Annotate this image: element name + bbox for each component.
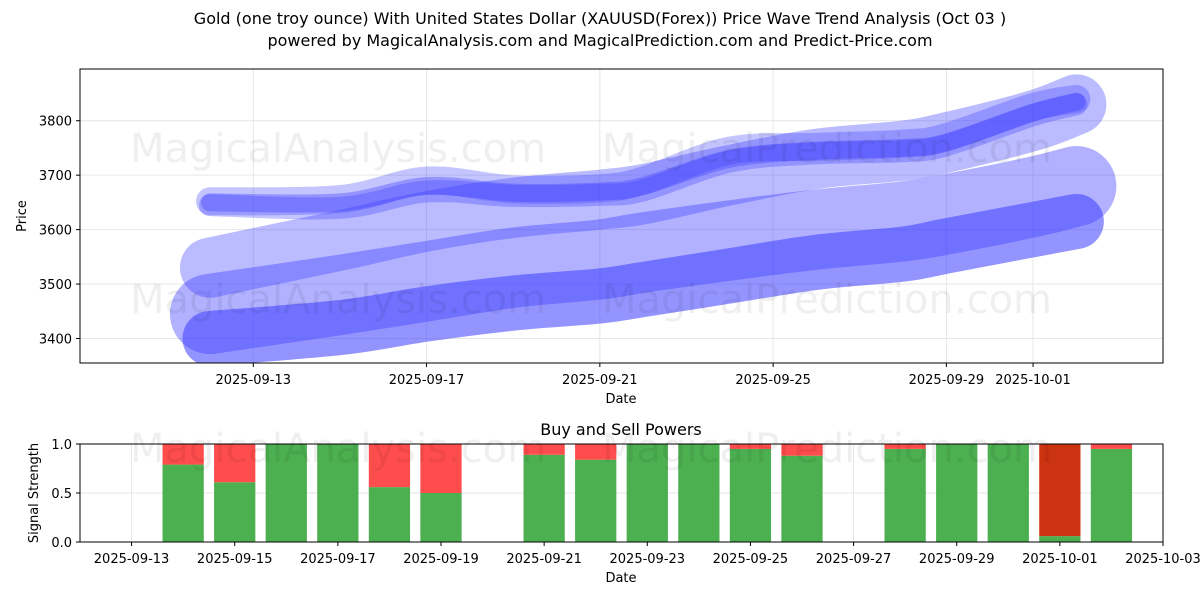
price-xtick-label: 2025-09-17: [389, 373, 465, 388]
sell-bar: [729, 444, 772, 449]
buy-bar: [781, 455, 823, 542]
wave-upper-wave-2: [195, 84, 1091, 216]
buy-bar: [626, 444, 668, 542]
sell-bar: [368, 444, 411, 488]
sell-bar: [1039, 444, 1081, 537]
sell-bar: [781, 444, 823, 456]
buy-sell-title: Buy and Sell Powers: [540, 420, 702, 439]
watermark-right-bottom: MagicalPrediction.com: [602, 426, 1052, 472]
signal-xtick-label: 2025-09-21: [506, 552, 582, 567]
buy-bar: [523, 454, 565, 542]
watermark-left-top: MagicalAnalysis.com: [130, 126, 546, 172]
wave-upper-wave-3: [198, 93, 1088, 220]
buy-bar: [936, 444, 978, 542]
signal-xtick-label: 2025-10-01: [1022, 552, 1098, 567]
signal-xtick-label: 2025-09-15: [197, 552, 273, 567]
signal-xtick-label: 2025-09-29: [919, 552, 995, 567]
buy-bar: [678, 444, 720, 542]
watermark-left-mid: MagicalAnalysis.com: [130, 277, 546, 323]
price-axis-ticks: 3400 3500 3600 3700 3800 2025-09-13 2025-09-17…: [39, 115, 1071, 388]
signal-ytick-label: 0.5: [51, 487, 72, 502]
price-ytick-label: 3800: [39, 115, 72, 130]
signal-xtick-label: 2025-09-13: [94, 552, 170, 567]
wave-lower-wave-inner: [182, 193, 1104, 363]
buy-bar: [987, 444, 1029, 542]
signal-xtick-label: 2025-09-25: [713, 552, 789, 567]
price-xtick-label: 2025-09-13: [215, 373, 291, 388]
buy-bar: [265, 444, 307, 542]
wave-lower-wave-outer: [169, 146, 1117, 354]
sell-bar: [884, 444, 926, 449]
signal-xtick-label: 2025-09-19: [403, 552, 479, 567]
buy-bar: [1039, 536, 1081, 542]
price-plot-frame: [79, 68, 1164, 364]
signal-axis-ticks: 0.0 0.5 1.0 2025-09-13 2025-09-15 2025-09-17 2…: [51, 438, 1200, 567]
price-y-axis-label: Price: [15, 200, 30, 232]
buy-bar: [317, 444, 359, 542]
price-xtick-label: 2025-09-25: [735, 373, 811, 388]
sell-bar: [575, 444, 617, 460]
price-ytick-label: 3400: [39, 333, 72, 348]
signal-xtick-label: 2025-09-23: [610, 552, 686, 567]
signal-xtick-label: 2025-10-03: [1125, 552, 1200, 567]
watermark-right-mid: MagicalPrediction.com: [602, 277, 1052, 323]
price-xtick-label: 2025-09-29: [909, 373, 985, 388]
price-ytick-label: 3700: [39, 169, 72, 184]
price-xtick-label: 2025-09-21: [562, 373, 638, 388]
buy-bar: [575, 459, 617, 542]
chart-title-line1: Gold (one troy ounce) With United States…: [193, 9, 1007, 28]
signal-y-axis-label: Signal Strength: [27, 443, 42, 543]
sell-bar: [420, 444, 462, 493]
price-ytick-label: 3500: [39, 278, 72, 293]
buy-bar: [162, 464, 204, 542]
sell-bar: [162, 444, 204, 465]
buy-bar: [1090, 448, 1133, 542]
buy-bar: [214, 482, 256, 542]
sell-bar: [523, 444, 565, 455]
signal-xtick-label: 2025-09-17: [300, 552, 376, 567]
price-xtick-label: 2025-10-01: [995, 373, 1071, 388]
sell-bar: [214, 444, 256, 483]
signal-ytick-label: 1.0: [51, 438, 72, 453]
price-x-axis-label: Date: [605, 392, 636, 407]
watermark-right-top: MagicalPrediction.com: [602, 126, 1052, 172]
buy-bar: [420, 493, 462, 542]
sell-bar: [1090, 444, 1133, 449]
wave-mid-wave: [179, 74, 1107, 298]
wave-upper-wave: [200, 92, 1086, 213]
signal-ytick-label: 0.0: [51, 536, 72, 551]
signal-x-axis-label: Date: [605, 571, 636, 586]
buy-bar: [729, 448, 772, 542]
signal-xtick-label: 2025-09-27: [816, 552, 892, 567]
signal-bars: [162, 444, 1133, 542]
chart-title-line2: powered by MagicalAnalysis.com and Magic…: [267, 31, 933, 50]
price-ytick-label: 3600: [39, 224, 72, 239]
buy-bar: [368, 487, 411, 542]
price-waves: [169, 74, 1117, 363]
watermark-left-bottom: MagicalAnalysis.com: [130, 426, 546, 472]
buy-bar: [884, 448, 926, 542]
